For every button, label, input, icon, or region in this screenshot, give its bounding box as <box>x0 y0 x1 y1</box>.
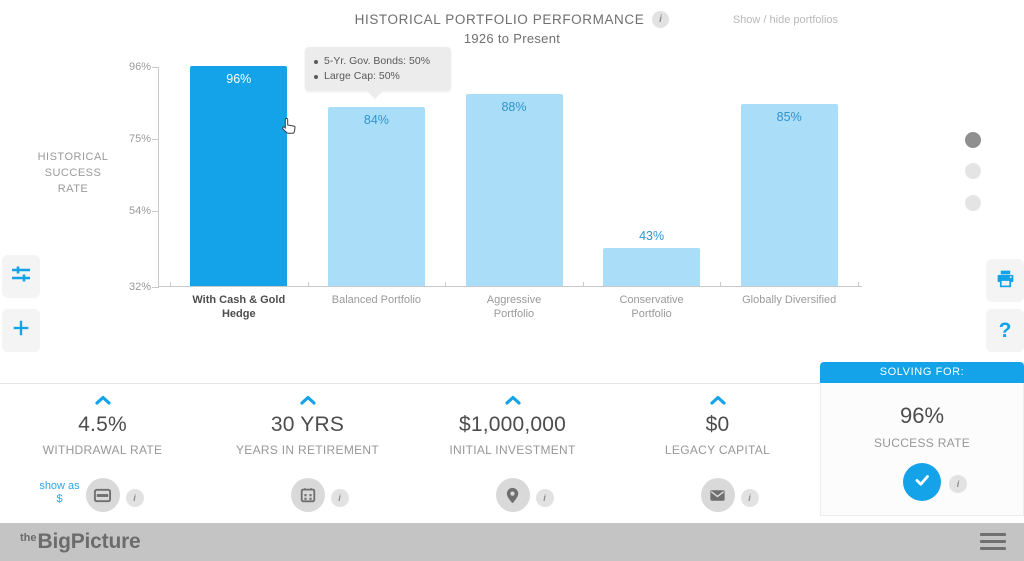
pin-icon-button[interactable] <box>495 478 530 512</box>
y-tick-label: 96% <box>128 61 151 73</box>
tooltip-item: 5-Yr. Gov. Bonds: 50% <box>313 54 441 69</box>
y-tick-mark <box>152 287 159 288</box>
bar-tooltip: 5-Yr. Gov. Bonds: 50% Large Cap: 50% <box>305 47 451 99</box>
chart-header: HISTORICAL PORTFOLIO PERFORMANCE i 1926 … <box>0 11 1024 46</box>
control-label: LEGACY CAPITAL <box>664 443 771 457</box>
control-group-years-in-retirement: 30 YRS YEARS IN RETIREMENT i <box>205 384 410 517</box>
info-icon[interactable]: i <box>535 489 554 507</box>
success-rate-value: 96% <box>899 403 945 428</box>
control-group-legacy-capital: $0 LEGACY CAPITAL i <box>615 384 820 517</box>
x-tick-mark <box>170 282 171 287</box>
category-label: Balanced Portfolio <box>331 294 422 306</box>
chart-bar[interactable]: 84% <box>327 107 425 286</box>
menu-button[interactable] <box>980 533 1006 554</box>
success-info-icon[interactable]: i <box>949 475 967 493</box>
info-icon[interactable]: i <box>740 489 759 507</box>
control-label: YEARS IN RETIREMENT <box>235 443 380 457</box>
question-mark-icon: ? <box>998 318 1012 342</box>
brand-logo[interactable]: theBigPicture <box>20 530 141 554</box>
show-as-dollar-link[interactable]: show as $ <box>39 480 80 505</box>
chart-bar[interactable]: 88% <box>465 93 563 286</box>
bar-value-label: 85% <box>776 109 802 124</box>
y-axis-title: HISTORICAL SUCCESS RATE <box>37 151 109 195</box>
plus-icon <box>11 318 31 343</box>
adjust-sliders-button[interactable] <box>2 255 40 298</box>
chevron-up-icon[interactable] <box>0 392 205 410</box>
y-tick-label: 54% <box>128 205 151 218</box>
category-label: Aggressive Portfolio <box>486 294 542 320</box>
control-value: 4.5% <box>78 413 127 436</box>
y-tick-mark <box>152 139 159 141</box>
calendar-icon-button[interactable] <box>290 478 325 512</box>
carousel-dot[interactable] <box>965 163 981 179</box>
x-tick-mark <box>582 282 584 287</box>
chevron-up-icon[interactable] <box>615 392 820 410</box>
printer-icon <box>995 268 1016 294</box>
control-value: 30 YRS <box>270 413 345 436</box>
hand-cursor-icon <box>281 117 298 141</box>
bar-value-label: 43% <box>639 229 665 244</box>
x-tick-mark <box>720 282 722 287</box>
envelope-icon-button[interactable] <box>700 478 735 512</box>
x-tick-mark <box>445 282 447 287</box>
category-label: Conservative Portfolio <box>619 294 684 320</box>
chevron-up-icon[interactable] <box>205 392 410 410</box>
x-tick-mark <box>858 282 859 287</box>
carousel-dot[interactable] <box>965 195 981 211</box>
check-icon <box>912 470 932 495</box>
y-tick-mark <box>152 211 159 213</box>
info-icon[interactable]: i <box>330 489 349 507</box>
logo-main: BigPicture <box>37 530 141 553</box>
success-rate-label: SUCCESS RATE <box>873 436 971 450</box>
hamburger-icon <box>980 533 1006 536</box>
y-tick-label: 32% <box>128 281 151 293</box>
footer-bar: theBigPicture <box>0 523 1024 561</box>
tooltip-item: Large Cap: 50% <box>313 69 441 84</box>
control-value: $0 <box>705 413 730 436</box>
carousel-dot-active[interactable] <box>965 132 981 148</box>
category-label: With Cash & Gold Hedge <box>192 294 286 320</box>
chart-subtitle: 1926 to Present <box>463 31 561 46</box>
help-button[interactable]: ? <box>986 309 1024 352</box>
success-check-button[interactable] <box>903 463 941 501</box>
control-label: WITHDRAWAL RATE <box>42 443 163 457</box>
chart-bar[interactable]: 43% <box>603 229 701 286</box>
solving-for-panel: SOLVING FOR: 96% SUCCESS RATE i <box>820 362 1024 516</box>
sliders-icon <box>10 263 32 290</box>
chart-title: HISTORICAL PORTFOLIO PERFORMANCE <box>354 12 645 27</box>
print-button[interactable] <box>986 259 1024 302</box>
x-tick-mark <box>307 282 309 287</box>
chart-bar[interactable]: 85% <box>740 103 838 286</box>
title-info-icon[interactable]: i <box>652 11 670 28</box>
plot-area: 96% 75% 54% 32% 96% With Cash & Gold Hedge 84%… <box>129 61 862 320</box>
show-hide-portfolios-link[interactable]: Show / hide portfolios <box>732 14 838 26</box>
control-group-initial-investment: $1,000,000 INITIAL INVESTMENT i <box>410 384 615 517</box>
card-icon-button[interactable] <box>85 478 120 512</box>
solving-for-header: SOLVING FOR: <box>820 362 1024 383</box>
add-button[interactable] <box>2 309 40 352</box>
info-icon[interactable]: i <box>125 489 144 507</box>
control-value: $1,000,000 <box>458 413 567 436</box>
chart-bar[interactable]: 96% <box>190 66 288 286</box>
chevron-up-icon[interactable] <box>410 392 615 410</box>
category-label: Globally Diversified <box>742 294 837 306</box>
bar-value-label: 88% <box>501 99 527 114</box>
y-tick-mark <box>152 67 159 68</box>
logo-prefix: the <box>20 532 37 544</box>
control-group-withdrawal-rate: 4.5% WITHDRAWAL RATE i show as $ <box>0 384 205 517</box>
bar-value-label: 96% <box>226 72 252 86</box>
y-tick-label: 75% <box>128 133 151 146</box>
control-label: INITIAL INVESTMENT <box>449 443 576 457</box>
bar-value-label: 84% <box>363 113 389 128</box>
